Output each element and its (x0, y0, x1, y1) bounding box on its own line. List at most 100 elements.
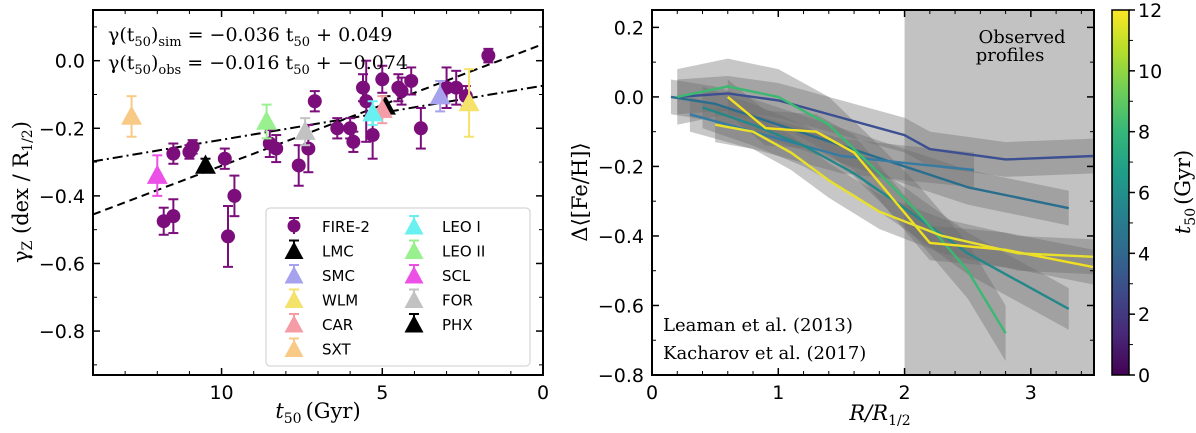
fire2-marker (166, 209, 181, 224)
legend-entry-phx: PHX (404, 313, 473, 334)
left-x-axis-label: t50 (Gyr) (275, 399, 360, 427)
colorbar-tick-label: 4 (1138, 243, 1150, 265)
y-tick-label: −0.2 (39, 118, 85, 140)
colorbar-tick-label: 0 (1138, 365, 1150, 387)
profile-line (677, 92, 1094, 161)
observed-label-line2: profiles (976, 45, 1045, 66)
profile-line (689, 113, 975, 172)
legend-label: LEO II (442, 243, 485, 261)
legend-marker (287, 219, 301, 233)
legend-marker (404, 315, 424, 333)
fire2-marker (221, 229, 235, 244)
x-tick-label: 10 (209, 382, 233, 404)
legend-label: SCL (442, 267, 471, 285)
legend-marker (404, 241, 424, 259)
legend: FIRE-2 LMC SMC WLM CAR SXT LEO I LEO II SCL FOR PH… (265, 207, 531, 367)
triangle-marker (146, 164, 168, 184)
legend-label: FOR (442, 292, 473, 310)
y-tick-label: −0.6 (39, 253, 85, 275)
legend-entry-sxt: SXT (284, 337, 352, 359)
fire2-point (394, 76, 409, 106)
observed-for (294, 117, 316, 147)
observed-leo-ii (256, 103, 278, 140)
observed-wlm (458, 68, 480, 138)
legend-marker (404, 217, 424, 235)
fire2-marker (343, 121, 358, 136)
y-tick-label: 0.2 (614, 17, 644, 39)
left-y-axis-label: γZ (dex / R1/2) (9, 121, 36, 263)
y-tick-label: −0.6 (598, 295, 644, 317)
profile-line (714, 123, 1094, 259)
observed-region (904, 10, 1094, 375)
right-chart: 0 1 2 3 0.2 0.0 −0.2 −0.4 −0.6 −0.8 Observed prof… (568, 9, 1095, 429)
fire2-point (359, 59, 374, 143)
fire2-marker (375, 72, 390, 87)
triangle-marker (458, 91, 480, 112)
observed-phx (195, 154, 216, 174)
equation-sim: γ(t50)sim = −0.036 t50 + 0.049 (108, 24, 392, 50)
legend-marker (284, 290, 304, 308)
fire2-point (185, 139, 200, 155)
legend-entry-scl: SCL (404, 264, 471, 285)
fire2-point (413, 107, 428, 150)
observed-label-line1: Observed (978, 27, 1065, 48)
profile-line (677, 85, 1007, 334)
legend-label: SXT (322, 341, 352, 359)
scatter-band (715, 107, 1094, 275)
reference-leaman: Leaman et al. (2013) (663, 315, 853, 336)
triangle-marker (256, 110, 278, 130)
legend-label: FIRE-2 (322, 218, 370, 236)
scatter-band (670, 79, 1069, 226)
colorbar-tick-label: 6 (1138, 183, 1150, 205)
legend-label: WLM (322, 292, 358, 310)
fire2-marker (166, 146, 181, 161)
fire2-point (307, 90, 322, 113)
fire2-point (166, 142, 181, 165)
fire2-marker (291, 158, 306, 173)
fire2-marker (356, 80, 370, 95)
triangle-marker (294, 120, 316, 140)
colorbar-ticks: 0 2 4 6 8 10 12 (1129, 0, 1162, 387)
fire2-point (449, 69, 464, 106)
legend-marker (284, 339, 304, 357)
fire2-marker (217, 151, 232, 166)
observed-leo-i (362, 100, 384, 126)
fire2-marker (185, 139, 200, 154)
y-tick-label: −0.2 (598, 156, 644, 178)
legend-label: LMC (322, 243, 354, 261)
fire2-point (166, 198, 181, 235)
x-tick-label: 0 (646, 382, 658, 404)
legend-marker (284, 266, 304, 284)
left-ticks: 10 5 0 0.0 −0.2 −0.4 −0.6 −0.8 (39, 10, 549, 404)
reference-kacharov: Kacharov et al. (2017) (663, 343, 866, 364)
right-plot-frame (651, 9, 1095, 376)
scatter-band (727, 79, 1094, 285)
right-x-axis-label: R/R1/2 (848, 401, 910, 429)
fire2-point (269, 134, 284, 164)
legend-label: SMC (322, 267, 355, 285)
fire2-point (217, 147, 232, 170)
fire2-marker (481, 48, 496, 63)
observed-sxt (121, 95, 143, 138)
legend-entry-wlm: WLM (284, 288, 358, 310)
legend-box (265, 207, 531, 367)
x-tick-label: 3 (1025, 382, 1037, 404)
fire2-marker (394, 84, 409, 99)
legend-label: CAR (322, 316, 353, 334)
profile-lines (670, 85, 1094, 334)
fit-line-sim (93, 43, 543, 216)
colorbar-gradient (1111, 9, 1130, 376)
right-ticks: 0 1 2 3 0.2 0.0 −0.2 −0.4 −0.6 −0.8 (598, 10, 1094, 404)
fire2-point (227, 174, 242, 218)
y-tick-label: −0.8 (39, 321, 85, 343)
legend-marker (404, 290, 424, 308)
legend-marker (284, 315, 304, 333)
fire2-marker (330, 121, 345, 136)
legend-entry-for: FOR (404, 288, 473, 310)
legend-entry-leo-ii: LEO II (404, 239, 485, 261)
legend-entry-car: CAR (284, 313, 353, 334)
left-chart: 10 5 0 0.0 −0.2 −0.4 −0.6 −0.8 γ(t50)sim = −0.0… (9, 9, 549, 427)
triangle-marker (195, 154, 216, 174)
legend-label: PHX (442, 316, 473, 334)
